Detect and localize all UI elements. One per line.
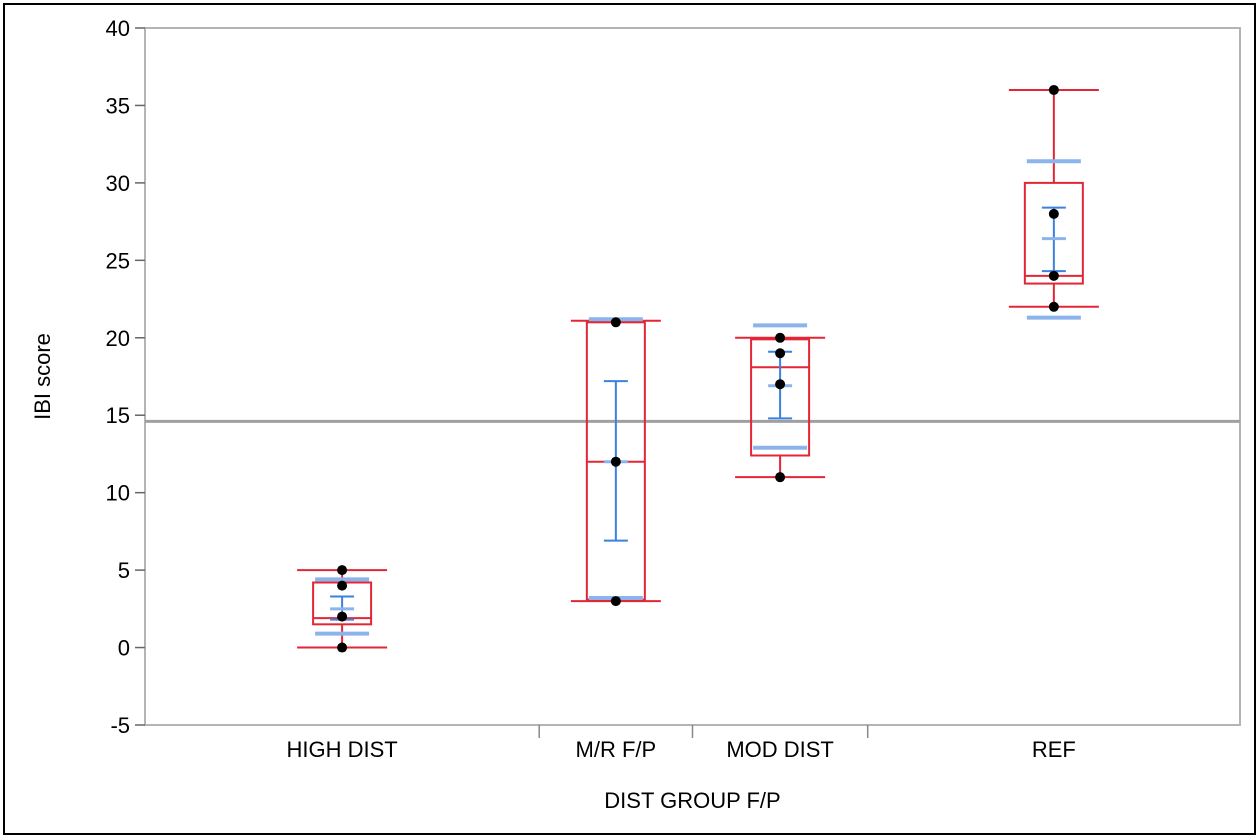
data-point [337,611,348,622]
x-tick-label: REF [1032,737,1076,762]
data-point [337,642,348,653]
x-axis-title: DIST GROUP F/P [604,788,780,813]
y-tick-label: -5 [110,713,130,738]
data-point [775,379,786,390]
y-tick-label: 5 [118,558,130,583]
y-tick-label: 10 [106,481,130,506]
data-point [610,456,621,467]
y-tick-label: 35 [106,93,130,118]
y-tick-label: 25 [106,248,130,273]
y-tick-label: 15 [106,403,130,428]
x-axis: HIGH DIST M/R F/P MOD DIST REF [286,725,1076,762]
y-tick-label: 20 [106,326,130,351]
y-tick-label: 0 [118,636,130,661]
y-axis: -5 0 5 10 15 20 25 30 35 40 [106,16,145,738]
box-iqr [1023,181,1084,285]
x-tick-label: HIGH DIST [286,737,397,762]
data-point [775,348,786,359]
x-tick-label: M/R F/P [576,737,657,762]
data-point [610,596,621,607]
y-tick-label: 30 [106,171,130,196]
data-point [1048,84,1059,95]
y-tick-label: 40 [106,16,130,41]
data-point [1048,270,1059,281]
data-point [610,317,621,328]
data-point [337,565,348,576]
data-point [775,332,786,343]
data-point [1048,208,1059,219]
data-points [337,84,1059,653]
x-tick-label: MOD DIST [726,737,834,762]
plot-area [144,27,1241,726]
chart-frame [3,3,1256,835]
plot-border [144,27,1241,726]
data-point [775,472,786,483]
y-axis-title: IBI score [30,333,55,420]
data-point [1048,301,1059,312]
means-diamonds [315,159,1081,636]
data-point [337,580,348,591]
